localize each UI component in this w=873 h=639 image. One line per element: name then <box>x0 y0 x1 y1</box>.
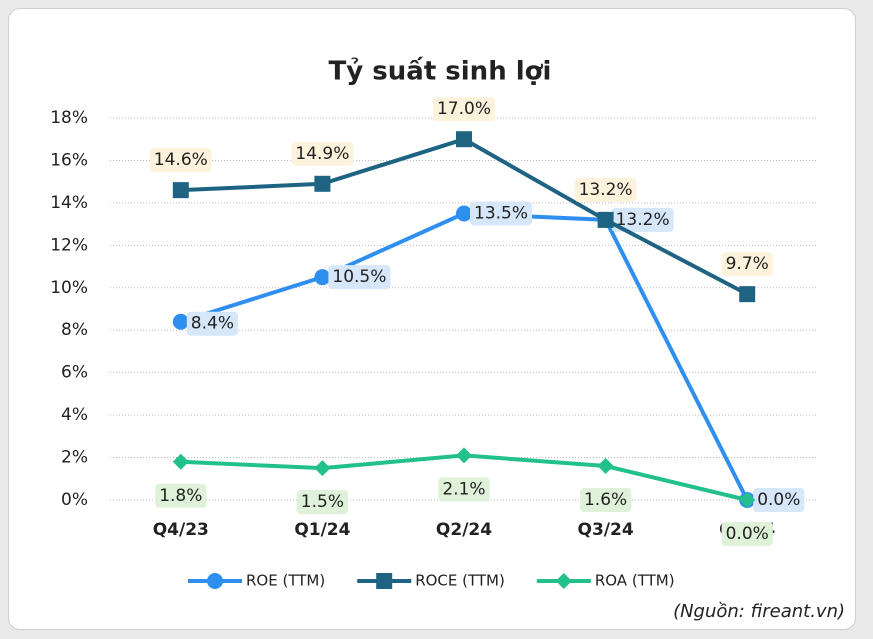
y-tick-label: 6% <box>61 363 88 383</box>
point <box>456 205 472 222</box>
data-label-bg <box>611 207 674 232</box>
data-label: 1.6% <box>584 490 627 510</box>
data-label-bg <box>438 477 490 502</box>
point <box>456 447 472 464</box>
data-label-bg <box>155 483 207 508</box>
data-label: 9.7% <box>726 254 769 274</box>
point <box>314 269 331 286</box>
data-label: 10.5% <box>332 267 386 287</box>
y-tick-label: 18% <box>50 108 88 128</box>
legend-marker <box>207 573 223 589</box>
data-label: 2.1% <box>442 479 485 499</box>
legend-label: ROCE (TTM) <box>415 572 505 590</box>
y-tick-label: 14% <box>50 193 88 213</box>
data-label: 0.0% <box>726 524 769 544</box>
data-label: 13.2% <box>616 210 670 230</box>
data-label: 1.8% <box>159 486 202 506</box>
y-tick-label: 0% <box>61 490 88 510</box>
source: (Nguồn: fireant.vn) <box>673 601 845 622</box>
y-tick-label: 8% <box>61 320 88 340</box>
data-label-bg <box>579 488 632 513</box>
point <box>314 175 331 192</box>
y-tick-label: 10% <box>50 278 88 298</box>
legend-marker <box>376 573 393 589</box>
point <box>739 492 756 508</box>
data-label: 0.0% <box>757 490 800 510</box>
y-tick-label: 4% <box>61 405 88 425</box>
point <box>172 313 189 330</box>
card <box>8 8 856 630</box>
data-label-bg <box>149 148 212 173</box>
data-label: 13.5% <box>474 204 528 224</box>
point <box>739 286 756 303</box>
legend-marker <box>555 573 572 589</box>
data-label-bg <box>328 265 391 290</box>
point <box>172 453 189 470</box>
data-label-bg <box>721 252 773 277</box>
data-label-bg <box>296 490 349 515</box>
data-label-bg <box>186 311 239 336</box>
legend-label: ROA (TTM) <box>595 572 675 590</box>
data-label-bg <box>753 488 805 512</box>
data-label: 14.6% <box>154 150 208 170</box>
point <box>456 131 472 148</box>
y-tick-label: 2% <box>61 448 88 468</box>
legend-label: ROE (TTM) <box>246 572 325 590</box>
x-tick-label: Q3/24 <box>578 520 634 540</box>
data-label-bg <box>470 201 533 226</box>
data-label: 13.2% <box>579 180 633 200</box>
x-tick-label: Q2/24 <box>436 520 492 540</box>
point <box>597 211 614 228</box>
data-label: 14.9% <box>295 144 349 164</box>
x-tick-label: Q4/23 <box>153 520 209 540</box>
data-label-bg <box>432 97 496 122</box>
data-label-bg <box>574 177 637 202</box>
y-tick-label: 12% <box>50 235 88 255</box>
point <box>172 182 189 199</box>
point <box>314 460 331 477</box>
data-label-bg <box>721 522 773 546</box>
data-label-bg <box>291 141 354 166</box>
point <box>597 458 614 475</box>
data-label: 8.4% <box>191 314 234 334</box>
chart-title: Tỷ suất sinh lợi <box>329 56 552 87</box>
data-label: 17.0% <box>437 99 491 119</box>
data-label: 1.5% <box>301 492 344 512</box>
y-tick-label: 16% <box>50 150 88 170</box>
x-tick-label: Q1/24 <box>294 520 350 540</box>
